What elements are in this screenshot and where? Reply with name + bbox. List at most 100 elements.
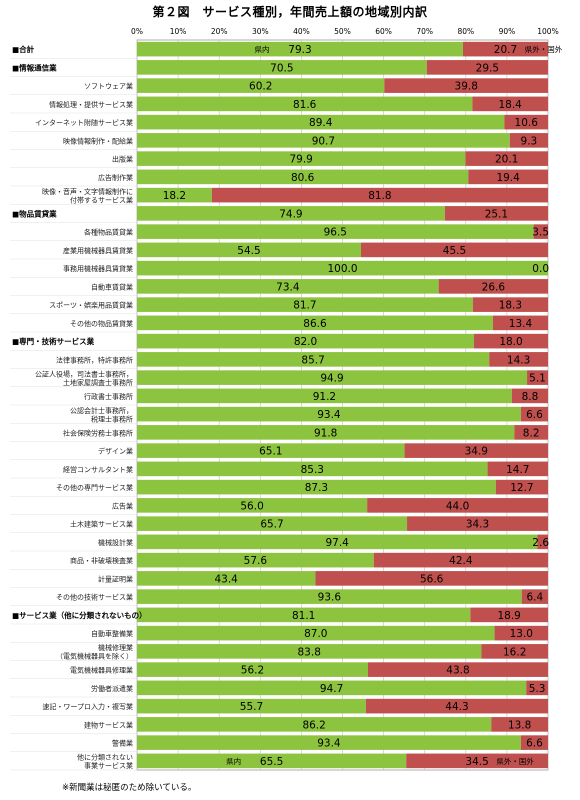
data-label-outside: 6.6 — [526, 738, 543, 750]
series-label-prefecture: 県内 — [226, 756, 241, 766]
data-label-prefecture: 86.2 — [302, 719, 325, 731]
category-label: 自動車賃貸業 — [91, 282, 133, 291]
bar-segment-prefecture — [137, 187, 212, 203]
data-label-outside: 19.4 — [496, 172, 520, 184]
bar-segment-outside — [495, 479, 548, 495]
bar-segment-outside — [407, 516, 548, 531]
bar-segment-outside — [511, 388, 548, 404]
data-label-prefecture: 90.7 — [312, 135, 335, 147]
data-label-prefecture: 93.4 — [317, 738, 341, 750]
bar-segment-outside — [367, 498, 548, 513]
bar-segment-prefecture — [137, 242, 361, 258]
data-label-outside: 12.7 — [510, 482, 533, 494]
data-label-prefecture: 83.8 — [298, 646, 321, 658]
bar-segment-outside — [406, 753, 548, 769]
data-label-outside: 18.4 — [498, 99, 522, 111]
category-label: 機械修理業 — [98, 643, 133, 652]
bar-segment-prefecture — [137, 297, 473, 312]
bar-segment-prefecture — [137, 96, 473, 112]
data-label-outside: 26.6 — [482, 281, 506, 293]
data-label-outside: 5.1 — [529, 373, 546, 385]
x-tick-label: 80% — [457, 27, 474, 36]
bar-segment-prefecture — [137, 662, 368, 677]
bar-segment-outside — [494, 625, 548, 641]
bar-segment-outside — [465, 151, 548, 166]
data-label-prefecture: 65.5 — [260, 756, 283, 768]
category-label: 事業サービス業 — [84, 761, 133, 770]
data-label-outside: 81.8 — [368, 190, 391, 202]
x-tick-label: 100% — [537, 27, 558, 36]
series-label-prefecture: 県内 — [254, 44, 269, 54]
bar-segment-prefecture — [137, 717, 492, 732]
data-label-outside: 14.3 — [507, 354, 530, 366]
data-label-outside: 10.6 — [515, 117, 539, 129]
bar-segment-outside — [481, 644, 548, 659]
bar-segment-outside — [474, 333, 548, 349]
category-labels: ■合計 ■情報通信業ソフトウェア業情報処理・提供サービス業インターネット附随サービ… — [12, 44, 147, 770]
footnote: ※新聞業は秘匿のため除いている。 — [62, 783, 197, 793]
data-label-prefecture: 70.5 — [270, 62, 293, 74]
data-label-outside: 13.0 — [510, 628, 533, 640]
data-label-prefecture: 74.9 — [279, 208, 302, 220]
bar-segment-prefecture — [137, 735, 521, 750]
data-label-prefecture: 93.4 — [317, 409, 341, 421]
data-label-outside: 14.7 — [506, 464, 529, 476]
data-label-outside: 2.6 — [532, 537, 549, 549]
bar-segment-prefecture — [137, 224, 534, 239]
bar-segment-prefecture — [137, 315, 493, 331]
category-label: 出版業 — [112, 155, 133, 164]
data-label-outside: 6.4 — [526, 592, 543, 604]
category-label: 土木建築サービス業 — [70, 520, 133, 529]
series-label-outside: 県外・国外 — [496, 756, 534, 766]
bar-segment-outside — [470, 607, 548, 623]
bar-segment-prefecture — [137, 370, 528, 385]
category-label: 他に分類されない — [77, 753, 133, 762]
bar-segment-outside — [462, 41, 548, 57]
data-label-outside: 0.0 — [532, 263, 549, 275]
category-label: その他の技術サービス業 — [56, 593, 133, 602]
data-label-outside: 8.8 — [522, 391, 539, 403]
data-label-outside: 13.4 — [509, 318, 533, 330]
x-axis-ticks: 0% 10% 20% 30% 40% 50% 60% 70% 80% 90% 100% — [131, 27, 559, 36]
bar-segment-prefecture — [137, 571, 316, 586]
bar-segment-prefecture — [137, 406, 521, 422]
category-label: 計量証明業 — [98, 574, 133, 583]
data-label-prefecture: 56.0 — [240, 500, 263, 512]
data-label-prefecture: 79.3 — [288, 44, 311, 56]
bar-segment-prefecture — [137, 479, 496, 495]
data-label-prefecture: 97.4 — [325, 537, 349, 549]
category-label: 商品・非破壊検査業 — [70, 556, 133, 565]
data-label-outside: 5.3 — [529, 683, 546, 695]
bar-segment-prefecture — [137, 625, 495, 641]
data-label-prefecture: 81.7 — [293, 300, 316, 312]
data-label-outside: 29.5 — [476, 62, 499, 74]
bar-segment-outside — [521, 589, 548, 604]
data-label-prefecture: 60.2 — [249, 81, 272, 93]
bar-segment-outside — [487, 461, 548, 477]
data-label-outside: 9.3 — [521, 135, 538, 147]
bar-segment-outside — [527, 370, 548, 385]
data-label-outside: 8.2 — [523, 427, 540, 439]
category-label: 映像情報制作・配給業 — [63, 136, 133, 145]
data-label-outside: 44.0 — [446, 500, 469, 512]
x-tick-label: 90% — [499, 27, 516, 36]
bar-segment-prefecture — [137, 607, 471, 623]
bar-segment-outside — [491, 717, 548, 732]
bar-segment-outside — [526, 680, 548, 696]
data-label-outside: 18.0 — [499, 336, 522, 348]
data-label-outside: 25.1 — [485, 208, 508, 220]
x-tick-label: 60% — [375, 27, 392, 36]
category-label: ■専門・技術サービス業 — [12, 336, 95, 346]
bar-segment-outside — [520, 735, 548, 750]
category-label: 情報処理・提供サービス業 — [49, 100, 133, 109]
data-label-outside: 43.8 — [446, 665, 469, 677]
data-label-prefecture: 93.6 — [318, 592, 342, 604]
bar-segment-outside — [489, 352, 548, 367]
bar-segment-outside — [509, 133, 548, 148]
bar-segment-prefecture — [137, 206, 445, 221]
x-tick-label: 40% — [293, 27, 310, 36]
bar-segment-outside — [384, 78, 548, 93]
category-label: ■合計 — [12, 44, 35, 54]
